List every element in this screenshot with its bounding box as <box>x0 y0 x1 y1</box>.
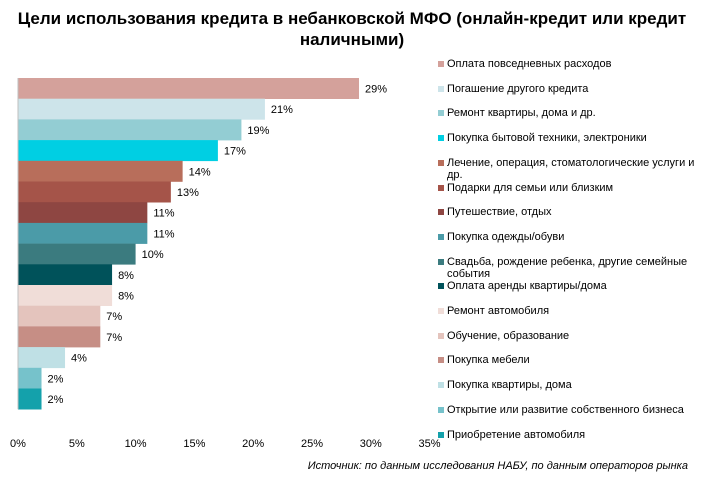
value-label-7: 11% <box>153 208 174 220</box>
bar-7 <box>18 202 148 224</box>
bar-2 <box>18 98 265 120</box>
bar-1 <box>18 78 359 99</box>
legend-label: Покупка мебели <box>447 354 530 367</box>
legend-label: Лечение, операция, стоматологические усл… <box>447 156 695 181</box>
value-label-8: 11% <box>153 228 174 240</box>
legend-label: Путешествие, отдых <box>447 206 552 219</box>
legend-swatch <box>438 382 444 389</box>
legend-swatch <box>438 308 444 314</box>
bar-13 <box>18 326 101 348</box>
legend-label: Оплата аренды квартиры/дома <box>447 280 607 293</box>
bar-14 <box>18 347 66 369</box>
legend-swatch <box>438 85 444 92</box>
x-tick-label: 30% <box>360 438 382 450</box>
legend-label: Погашение другого кредита <box>447 82 589 95</box>
legend-swatch <box>438 159 444 166</box>
legend-label: Обучение, образование <box>447 329 570 342</box>
bar-3 <box>18 119 242 141</box>
x-tick-label: 15% <box>183 438 205 450</box>
legend-swatch <box>438 61 444 67</box>
legend-swatch <box>438 431 444 438</box>
bar-8 <box>18 222 148 244</box>
legend-label: Покупка квартиры, дома <box>447 379 572 392</box>
source-note: Источник: по данным исследования НАБУ, п… <box>307 460 688 472</box>
x-tick-label: 10% <box>125 438 147 450</box>
value-label-9: 10% <box>142 249 164 261</box>
x-tick-label: 20% <box>242 438 264 450</box>
legend-label: Открытие или развитие собственного бизне… <box>447 403 684 416</box>
legend-swatch <box>438 258 444 265</box>
value-label-13: 7% <box>106 332 122 344</box>
bar-15 <box>18 367 42 389</box>
legend-swatch <box>438 233 444 240</box>
x-tick-label: 35% <box>419 438 441 450</box>
value-label-6: 13% <box>177 187 199 199</box>
legend-label: Покупка бытовой техники, электроники <box>447 132 647 145</box>
legend-label: Оплата повседневных расходов <box>447 58 612 70</box>
value-label-4: 17% <box>224 146 246 158</box>
legend-swatch <box>438 184 444 191</box>
bar-9 <box>18 243 136 265</box>
value-label-2: 21% <box>271 104 293 116</box>
value-label-11: 8% <box>118 291 134 303</box>
value-label-3: 19% <box>247 125 269 137</box>
x-tick-label: 25% <box>301 438 323 450</box>
legend-swatch <box>438 283 444 290</box>
value-label-10: 8% <box>118 270 134 282</box>
legend-label: Ремонт автомобиля <box>447 305 550 317</box>
legend-swatch <box>438 209 444 216</box>
bar-5 <box>18 160 183 182</box>
x-tick-label: 5% <box>69 438 85 450</box>
value-label-5: 14% <box>189 166 211 178</box>
legend-swatch <box>438 332 444 339</box>
bar-6 <box>18 181 171 203</box>
bar-4 <box>18 140 218 162</box>
legend-label: Подарки для семьи или близким <box>447 181 614 194</box>
legend-label: Ремонт квартиры, дома и др. <box>447 107 596 120</box>
chart-title: Цели использования кредита в небанковско… <box>17 9 687 49</box>
x-tick-label: 0% <box>10 438 26 450</box>
legend-swatch <box>438 357 444 364</box>
value-label-14: 4% <box>71 353 87 365</box>
legend-label: Свадьба, рождение ребенка, другие семейн… <box>447 255 688 280</box>
bar-10 <box>18 264 113 286</box>
legend-label: Покупка одежды/обуви <box>447 230 565 243</box>
bar-16 <box>18 388 42 410</box>
value-label-16: 2% <box>48 394 64 406</box>
legend-swatch <box>438 135 444 142</box>
value-label-15: 2% <box>48 373 64 385</box>
legend-swatch <box>438 110 444 117</box>
bar-12 <box>18 305 101 327</box>
value-label-12: 7% <box>106 311 122 323</box>
legend-label: Приобретение автомобиля <box>447 428 586 441</box>
legend-swatch <box>438 406 444 413</box>
bar-11 <box>18 285 113 306</box>
value-label-1: 29% <box>365 84 387 96</box>
